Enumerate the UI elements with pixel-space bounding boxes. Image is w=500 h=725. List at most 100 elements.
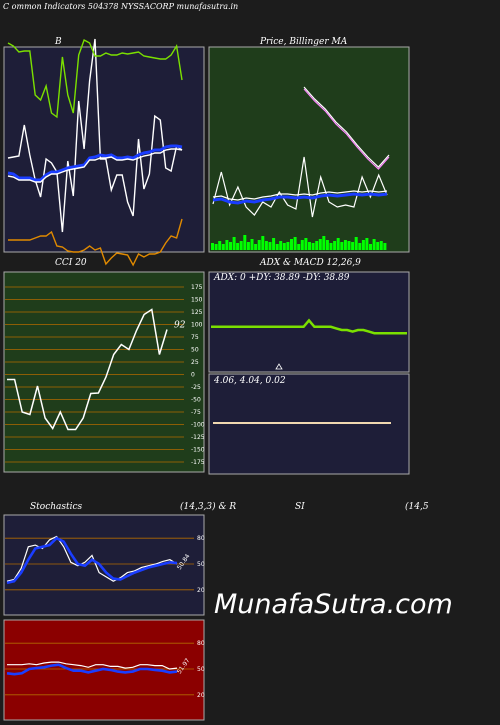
volume-bar bbox=[282, 243, 286, 250]
bollinger-series-3 bbox=[7, 38, 183, 119]
bollinger-series-1 bbox=[7, 144, 183, 182]
volume-bar bbox=[304, 238, 308, 250]
volume-bar bbox=[343, 240, 347, 250]
volume-bar bbox=[275, 244, 279, 250]
volume-bar bbox=[236, 243, 240, 250]
adx-chart bbox=[208, 271, 410, 373]
volume-bar bbox=[268, 242, 272, 250]
volume-bar bbox=[246, 242, 250, 250]
rsi-series-1 bbox=[6, 663, 178, 676]
bollinger-series-2 bbox=[7, 148, 183, 183]
volume-bar bbox=[308, 242, 311, 250]
cci-bg bbox=[3, 271, 205, 473]
volume-bar bbox=[239, 241, 243, 250]
volume-bar bbox=[293, 237, 297, 250]
volume-bar bbox=[229, 242, 232, 250]
cci-last-label: 92 bbox=[174, 321, 186, 331]
price-ma-title: Price, Billinger MA bbox=[260, 37, 348, 47]
stochastics-tick-label: 20 bbox=[197, 587, 205, 594]
stochastics-title: Stochastics bbox=[30, 502, 83, 512]
stochastics-tick-label: 80 bbox=[197, 535, 205, 542]
volume-bar bbox=[351, 242, 355, 250]
volume-bar bbox=[250, 239, 254, 250]
volume-bar bbox=[333, 241, 337, 250]
volume-bar bbox=[329, 243, 333, 250]
volume-bar bbox=[286, 242, 290, 250]
cci-tick-label: -125 bbox=[191, 434, 205, 441]
bollinger-series-0 bbox=[7, 38, 183, 233]
volume-bar bbox=[261, 236, 265, 250]
volume-bar bbox=[311, 243, 315, 250]
cci-tick-label: 0 bbox=[191, 372, 195, 379]
volume-bar bbox=[225, 240, 229, 250]
volume-bar bbox=[347, 241, 351, 250]
cci-tick-label: 175 bbox=[191, 284, 203, 291]
cci-tick-label: -75 bbox=[191, 409, 201, 416]
cci-tick-label: 50 bbox=[191, 347, 199, 354]
adx-values: ADX: 0 +DY: 38.89 -DY: 38.89 bbox=[214, 273, 350, 283]
volume-bar bbox=[221, 244, 225, 250]
volume-bar bbox=[358, 243, 362, 250]
cci-tick-label: 100 bbox=[191, 322, 203, 329]
volume-bar bbox=[340, 242, 344, 250]
volume-bar bbox=[214, 244, 218, 250]
rsi-tick-label: 20 bbox=[197, 692, 205, 699]
stochastics-params: (14,3,3) & R bbox=[180, 502, 237, 512]
bollinger-series-4 bbox=[8, 218, 183, 267]
volume-bar bbox=[365, 238, 369, 250]
volume-bar bbox=[297, 244, 301, 250]
volume-bar bbox=[264, 241, 268, 250]
volume-bar bbox=[361, 240, 365, 250]
volume-bar bbox=[254, 244, 258, 250]
page-title: C ommon Indicators 504378 NYSSACORP muna… bbox=[3, 2, 239, 11]
volume-bar bbox=[218, 241, 222, 250]
volume-bar bbox=[372, 239, 376, 250]
bollinger-chart bbox=[3, 38, 205, 267]
cci-tick-label: -150 bbox=[191, 447, 205, 454]
bollinger-title: B bbox=[55, 37, 62, 47]
price-series-0 bbox=[303, 86, 390, 168]
cci-tick-label: 150 bbox=[191, 297, 203, 304]
rsi-params: (14,5 bbox=[405, 502, 429, 512]
cci-tick-label: -50 bbox=[191, 397, 201, 404]
cci-tick-label: -100 bbox=[191, 422, 205, 429]
stochastics-tick-label: 50 bbox=[197, 561, 205, 568]
price-ma-chart bbox=[208, 46, 410, 253]
cci-tick-label: -25 bbox=[191, 384, 201, 391]
volume-bar bbox=[336, 238, 340, 250]
volume-bar bbox=[379, 241, 383, 250]
macd-values: 4.06, 4.04, 0.02 bbox=[214, 376, 286, 386]
adx-title: ADX & MACD 12,26,9 bbox=[260, 258, 361, 268]
watermark: MunafaSutra.com bbox=[214, 589, 453, 620]
price-ma-bg bbox=[208, 46, 410, 253]
cci-line bbox=[7, 308, 168, 431]
volume-bar bbox=[354, 237, 358, 250]
cci-tick-label: 125 bbox=[191, 309, 203, 316]
cci-title: CCI 20 bbox=[55, 258, 87, 268]
cci-chart: 175 150 125 100 75 50 25 0 -25 -50 -75 -100 -125 -150… bbox=[3, 271, 205, 473]
volume-bar bbox=[243, 235, 247, 250]
volume-bar bbox=[315, 241, 319, 250]
volume-bar bbox=[279, 241, 283, 250]
price-series-3 bbox=[212, 192, 388, 205]
volume-bar bbox=[257, 240, 261, 250]
rsi-tick-label: 80 bbox=[197, 640, 205, 647]
volume-bar bbox=[325, 240, 329, 250]
volume-bar bbox=[322, 236, 326, 250]
stochastics-bg bbox=[3, 514, 205, 616]
volume-bar bbox=[211, 243, 214, 250]
adx-line bbox=[211, 318, 407, 335]
rsi-tick-label: 50 bbox=[197, 666, 205, 673]
volume-bar bbox=[369, 244, 372, 250]
volume-bar bbox=[376, 242, 380, 250]
stochastics-series-0 bbox=[6, 535, 178, 582]
volume-bar bbox=[272, 238, 276, 250]
volume-bar bbox=[318, 239, 322, 250]
volume-bar bbox=[383, 243, 387, 250]
cci-tick-label: 75 bbox=[191, 334, 199, 341]
volume-bar bbox=[290, 239, 293, 250]
volume-bar bbox=[300, 240, 304, 250]
stochastics-series-1 bbox=[6, 536, 178, 585]
